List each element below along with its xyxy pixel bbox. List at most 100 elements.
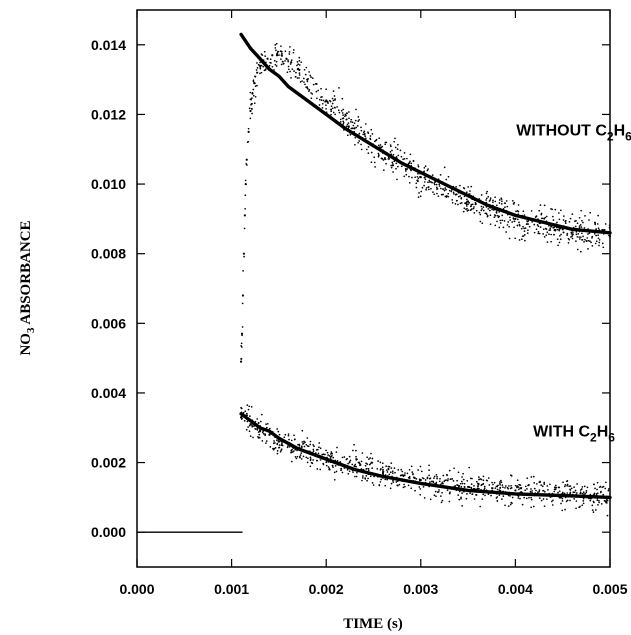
scatter-dot [243, 227, 246, 230]
scatter-dot [527, 220, 530, 222]
scatter-dot [278, 54, 280, 56]
scatter-dot [570, 487, 573, 490]
scatter-dot [582, 235, 584, 238]
scatter-dot [485, 199, 487, 201]
scatter-dot [564, 484, 567, 486]
scatter-dot [384, 478, 387, 481]
scatter-dot [559, 238, 562, 241]
scatter-dot [436, 491, 439, 493]
scatter-dot [342, 117, 345, 120]
scatter-dot [384, 484, 387, 487]
scatter-dot [278, 433, 281, 436]
scatter-dot [410, 487, 413, 490]
scatter-dot [296, 77, 299, 79]
scatter-dot [588, 232, 591, 234]
scatter-dot [540, 499, 543, 502]
scatter-dot [552, 215, 554, 218]
scatter-dot [370, 151, 373, 154]
scatter-dot [241, 326, 244, 328]
scatter-dot [370, 161, 373, 164]
scatter-dot [244, 410, 247, 413]
scatter-dot [419, 493, 422, 496]
scatter-dot [578, 236, 581, 238]
scatter-dot [537, 491, 539, 494]
scatter-dot [585, 491, 588, 494]
scatter-dot [261, 413, 263, 416]
data-point [243, 214, 246, 217]
scatter-dot [418, 486, 421, 488]
scatter-dot [576, 492, 578, 494]
scatter-dot [298, 444, 301, 447]
scatter-dot [498, 489, 501, 492]
scatter-dot [351, 463, 354, 466]
scatter-dot [530, 488, 532, 490]
scatter-dot [597, 227, 600, 230]
scatter-dot [272, 447, 274, 450]
scatter-dot [327, 454, 330, 456]
scatter-dot [436, 475, 438, 478]
scatter-dot [325, 449, 327, 452]
scatter-dot [522, 235, 525, 237]
scatter-dot [403, 474, 405, 476]
scatter-dot [435, 495, 437, 498]
scatter-dot [259, 61, 261, 64]
scatter-dot [402, 486, 405, 489]
scatter-dot [473, 206, 475, 208]
scatter-dot [459, 184, 461, 187]
scatter-dot [523, 227, 525, 230]
scatter-dot [281, 444, 284, 447]
scatter-dot [447, 478, 449, 480]
scatter-dot [331, 464, 334, 467]
scatter-dot [248, 424, 251, 427]
scatter-dot [251, 112, 253, 115]
scatter-dot [593, 493, 595, 496]
scatter-dot [538, 497, 541, 499]
scatter-dot [427, 181, 429, 184]
scatter-dot [474, 203, 477, 206]
scatter-dot [596, 492, 599, 495]
scatter-dot [470, 208, 473, 210]
scatter-dot [322, 99, 325, 102]
y-tick-label: 0.008 [91, 246, 126, 262]
scatter-dot [601, 486, 604, 489]
scatter-dot [579, 489, 582, 491]
series-with_c2h6 [239, 404, 612, 517]
scatter-dot [342, 120, 345, 123]
scatter-dot [391, 149, 393, 152]
scatter-dot [457, 195, 460, 198]
scatter-dot [477, 485, 479, 488]
scatter-dot [404, 472, 406, 474]
scatter-dot [608, 234, 610, 237]
scatter-dot [588, 240, 591, 242]
scatter-dot [347, 472, 350, 475]
scatter-dot [417, 172, 419, 175]
scatter-dot [566, 492, 569, 494]
scatter-dot [438, 185, 441, 187]
scatter-dot [436, 192, 438, 195]
scatter-dot [550, 240, 552, 243]
scatter-dot [402, 158, 404, 161]
scatter-dot [251, 97, 253, 99]
scatter-dot [330, 108, 332, 111]
scatter-dot [465, 203, 468, 206]
scatter-dot [469, 190, 471, 192]
scatter-dot [474, 201, 477, 204]
scatter-dot [455, 193, 458, 196]
scatter-dot [421, 477, 424, 479]
scatter-dot [308, 88, 311, 91]
scatter-dot [352, 449, 354, 452]
scatter-dot [414, 176, 417, 179]
scatter-dot [379, 468, 382, 471]
scatter-dot [255, 69, 258, 71]
scatter-dot [451, 201, 454, 204]
scatter-dot [570, 231, 573, 234]
scatter-dot [479, 478, 481, 480]
scatter-dot [390, 462, 393, 464]
scatter-dot [523, 234, 526, 236]
scatter-dot [414, 489, 416, 492]
scatter-dot [298, 68, 301, 71]
scatter-dot [439, 477, 441, 480]
scatter-dot [319, 447, 322, 450]
scatter-dot [279, 450, 282, 453]
scatter-dot [259, 66, 262, 68]
